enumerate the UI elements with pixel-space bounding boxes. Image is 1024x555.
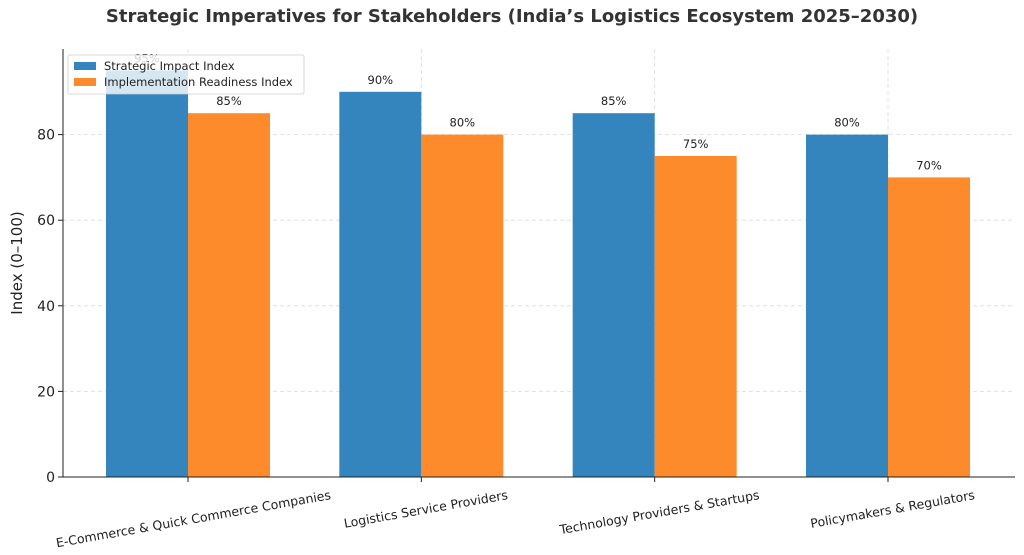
bar-strategic-impact xyxy=(106,70,188,478)
bar-strategic-impact xyxy=(572,113,655,477)
bar-implementation-readiness xyxy=(421,134,504,477)
x-tick-label: E-Commerce & Quick Commerce Companies xyxy=(55,487,332,550)
bar-implementation-readiness xyxy=(188,113,270,477)
bar-implementation-readiness xyxy=(654,156,737,477)
y-axis-label: Index (0–100) xyxy=(8,211,26,314)
chart-title: Strategic Imperatives for Stakeholders (… xyxy=(105,6,919,27)
data-label: 90% xyxy=(368,73,394,87)
y-tick-label: 60 xyxy=(37,213,55,229)
data-label: 80% xyxy=(450,116,476,130)
y-tick-label: 80 xyxy=(37,128,55,144)
bar-implementation-readiness xyxy=(888,177,970,477)
y-tick-label: 20 xyxy=(37,384,55,400)
legend-box xyxy=(67,54,305,95)
data-label: 80% xyxy=(834,116,860,130)
legend-swatch-implementation-readiness xyxy=(74,78,96,86)
y-tick-label: 0 xyxy=(46,470,55,486)
legend-swatch-strategic-impact xyxy=(74,62,96,70)
data-labels: 95%90%85%80%85%80%75%70% xyxy=(134,51,942,172)
legend-entry-strategic-impact: Strategic Impact Index xyxy=(104,59,235,73)
x-tick-label: Policymakers & Regulators xyxy=(809,487,976,531)
data-label: 85% xyxy=(216,94,242,108)
x-tick-label: Technology Providers & Startups xyxy=(557,487,760,537)
data-label: 70% xyxy=(916,158,942,172)
bar-strategic-impact xyxy=(339,91,422,478)
bar-strategic-impact xyxy=(806,134,888,477)
legend-entry-implementation-readiness: Implementation Readiness Index xyxy=(104,75,293,89)
bars xyxy=(106,70,970,478)
data-label: 85% xyxy=(601,94,627,108)
data-label: 75% xyxy=(683,137,709,151)
y-tick-label: 40 xyxy=(37,299,55,315)
x-tick-label: Logistics Service Providers xyxy=(343,487,509,531)
legend: Strategic Impact Index Implementation Rea… xyxy=(67,54,305,95)
